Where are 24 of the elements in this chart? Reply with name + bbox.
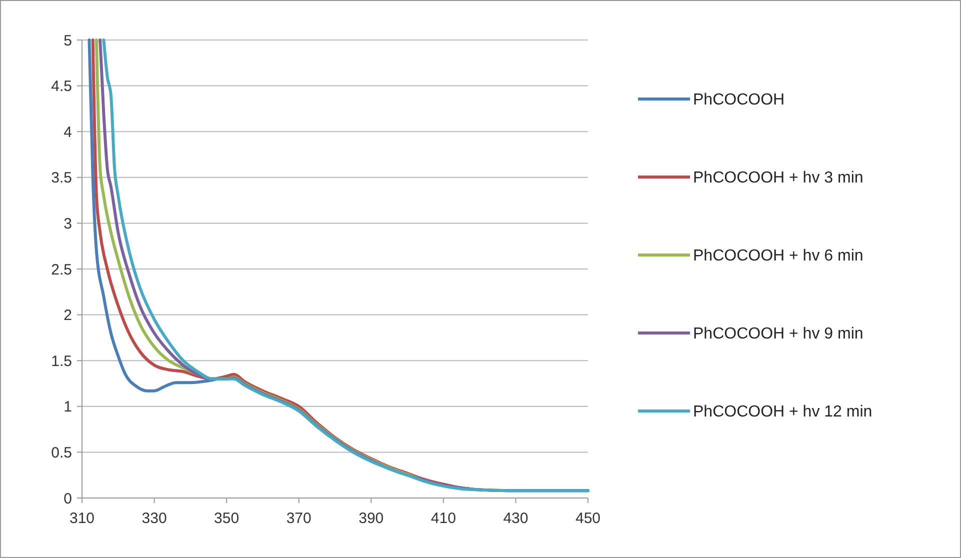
x-tick-label: 450 — [575, 510, 601, 527]
y-tick-label: 4 — [64, 124, 72, 141]
y-tick-label: 1 — [64, 398, 72, 416]
x-tick-label: 350 — [214, 510, 240, 527]
x-tick-label: 410 — [430, 510, 456, 527]
y-tick-label: 3.5 — [51, 170, 72, 187]
y-tick-label: 4.5 — [51, 78, 72, 96]
y-tick-label: 2.5 — [51, 261, 72, 278]
y-tick-label: 5 — [64, 32, 72, 50]
x-tick-label: 390 — [358, 510, 384, 527]
legend-label: PhCOCOOH + hv 3 min — [693, 170, 864, 187]
x-tick-label: 310 — [69, 510, 95, 527]
legend-label: PhCOCOOH + hv 6 min — [693, 248, 864, 265]
x-tick-label: 330 — [142, 510, 167, 527]
x-tick-label: 370 — [286, 510, 312, 527]
legend-label: PhCOCOOH + hv 12 min — [693, 404, 872, 421]
y-tick-label: 3 — [64, 215, 72, 232]
y-tick-label: 0 — [64, 490, 72, 508]
legend-label: PhCOCOOH + hv 9 min — [693, 326, 864, 343]
y-tick-label: 0.5 — [51, 444, 72, 462]
y-tick-label: 2 — [64, 307, 72, 324]
x-tick-label: 430 — [503, 510, 528, 527]
y-tick-label: 1.5 — [51, 352, 72, 370]
legend-label: PhCOCOOH — [693, 92, 785, 109]
